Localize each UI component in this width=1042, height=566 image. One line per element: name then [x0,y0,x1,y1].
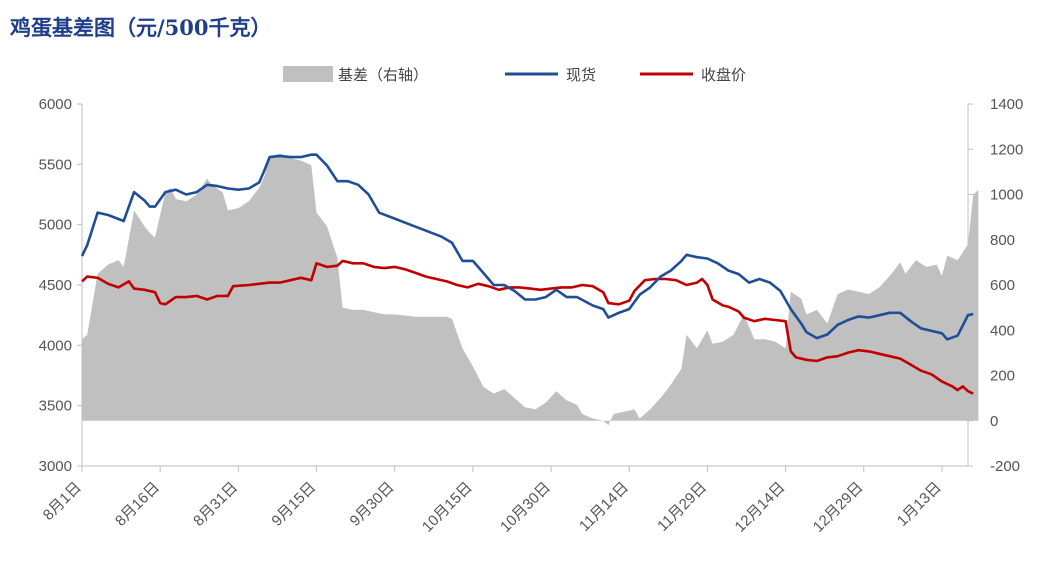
x-tick-label: 8月1日 [40,479,85,524]
x-tick-label: 11月14日 [576,479,632,535]
y-left-tick-label: 5500 [39,156,72,173]
chart-title: 鸡蛋基差图（元/500千克） [10,15,272,40]
legend-basis-swatch [283,66,333,82]
y-left-tick-label: 6000 [39,96,72,113]
legend-basis-label: 基差（右轴） [338,66,428,84]
y-right-tick-label: 600 [990,277,1015,294]
y-left-tick-label: 3500 [39,398,72,415]
y-left-tick-label: 4000 [39,337,72,354]
x-tick-label: 8月31日 [190,479,241,530]
x-tick-label: 8月16日 [112,479,163,530]
x-tick-label: 10月15日 [419,479,476,536]
x-tick-label: 1月13日 [894,479,945,530]
x-tick-label: 10月30日 [497,479,554,536]
x-tick-label: 12月29日 [810,479,867,536]
y-right-tick-label: 800 [990,232,1015,249]
close-price-line [81,259,974,395]
legend-close-label: 收盘价 [701,66,746,84]
y-right-tick-label: 200 [990,368,1015,385]
x-tick-label: 11月29日 [654,479,710,535]
y-right-tick-label: 0 [990,413,998,430]
y-left-tick-label: 5000 [39,217,72,234]
spot-price-line [80,153,974,341]
x-tick-label: 9月30日 [347,479,398,530]
y-right-tick-label: 1000 [990,187,1023,204]
legend-spot-label: 现货 [566,66,596,84]
basis-area [82,153,979,426]
y-right-tick-label: 400 [990,322,1015,339]
y-right-tick-label: 1200 [990,141,1023,158]
x-tick-label: 12月14日 [732,479,789,536]
y-right-tick-label: 1400 [990,96,1023,113]
y-left-tick-label: 3000 [39,458,72,475]
y-left-tick-label: 4500 [39,277,72,294]
x-tick-label: 9月15日 [268,479,319,530]
y-right-tick-label: -200 [990,458,1020,475]
